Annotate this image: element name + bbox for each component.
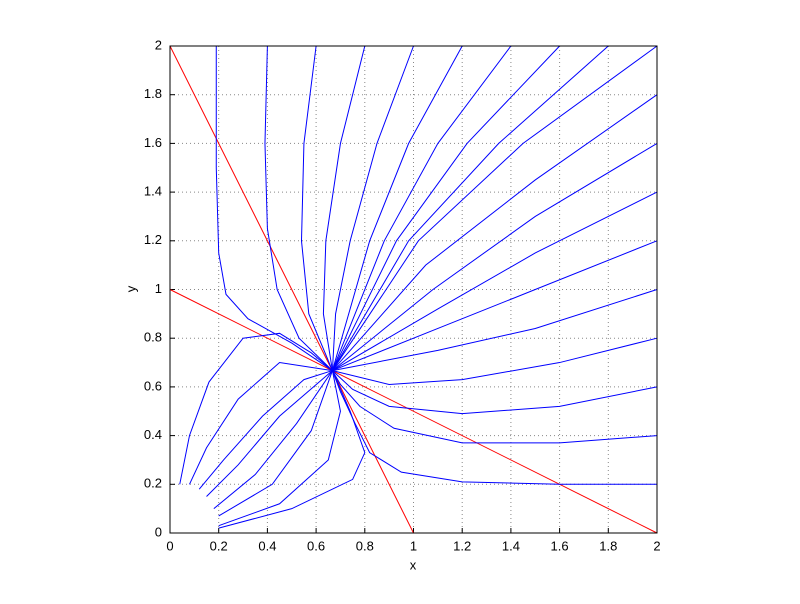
y-axis-label: y	[123, 285, 138, 292]
x-tick-label: 0.8	[356, 538, 374, 553]
trajectory	[331, 45, 414, 371]
trajectory	[300, 45, 333, 371]
trajectory	[332, 142, 658, 371]
y-tick-label: 1.8	[144, 86, 162, 101]
trajectory	[331, 370, 658, 444]
trajectory	[206, 370, 333, 497]
trajectory	[322, 45, 366, 371]
x-tick-label: 0.4	[258, 538, 276, 553]
trajectory	[198, 370, 333, 490]
x-tick-label: 0.6	[307, 538, 325, 553]
trajectory	[332, 94, 658, 371]
y-tick-label: 0	[155, 524, 162, 539]
plot-frame	[169, 45, 658, 534]
x-tick-label: 0	[166, 538, 173, 553]
y-tick-label: 1.2	[144, 232, 162, 247]
trajectory	[331, 45, 560, 371]
x-axis-label: x	[410, 557, 417, 572]
trajectory	[179, 332, 333, 485]
trajectory	[264, 45, 333, 371]
x-tick-label: 1.2	[453, 538, 471, 553]
trajectory	[169, 45, 414, 534]
trajectory	[331, 45, 658, 371]
y-tick-label: 0.2	[144, 476, 162, 491]
x-tick-label: 1.4	[502, 538, 520, 553]
trajectory	[213, 370, 333, 510]
trajectory	[332, 337, 658, 385]
trajectory	[218, 370, 366, 529]
trajectory	[331, 45, 463, 371]
trajectory	[218, 370, 333, 517]
plot-area	[170, 46, 657, 533]
y-tick-label: 1	[155, 281, 162, 296]
x-tick-label: 1.8	[599, 538, 617, 553]
x-tick-label: 2	[653, 538, 660, 553]
y-tick-label: 0.8	[144, 330, 162, 345]
trajectory	[215, 46, 333, 371]
x-tick-label: 1.6	[551, 538, 569, 553]
trajectory	[332, 240, 658, 372]
trajectory	[189, 362, 333, 485]
y-tick-label: 0.6	[144, 378, 162, 393]
x-tick-label: 0.2	[210, 538, 228, 553]
trajectory	[331, 45, 512, 371]
y-tick-label: 2	[155, 37, 162, 52]
trajectory	[218, 370, 341, 527]
trajectory	[169, 289, 658, 534]
trajectory	[332, 289, 658, 372]
trajectory	[332, 191, 658, 372]
trajectory	[331, 45, 609, 371]
trajectory	[331, 370, 657, 485]
x-tick-label: 1	[410, 538, 417, 553]
trajectory	[332, 370, 658, 415]
y-tick-label: 1.6	[144, 135, 162, 150]
y-tick-label: 0.4	[144, 427, 162, 442]
y-tick-label: 1.4	[144, 184, 162, 199]
